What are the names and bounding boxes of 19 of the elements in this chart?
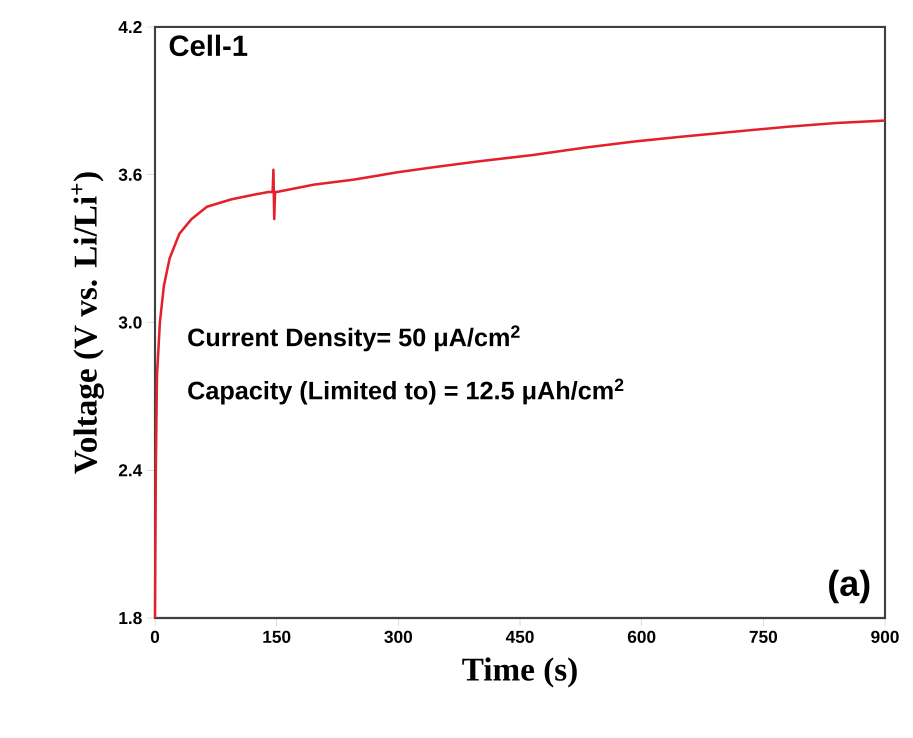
y-axis-title: Voltage (V vs. Li/Li$^{+}$) [71,172,104,474]
chart-title: Cell-1 [170,34,248,56]
x-tick-label: 750 [750,630,778,643]
annotation: Capacity (Limited to) = 12.5 μAh/cm$^{2}$ [188,378,624,405]
x-tick-label: 0 [150,630,160,643]
x-tick-label: 600 [628,630,656,643]
x-tick-label: 150 [263,630,290,643]
line-series [154,119,886,620]
annotation: (a) [829,570,870,604]
y-tick-label: 3.6 [118,168,142,181]
x-tick-label: 450 [506,630,534,643]
x-tick-label: 300 [384,630,412,643]
annotation: Current Density= 50 μA/cm$^{2}$ [188,325,520,352]
y-tick-label: 2.4 [118,464,142,476]
y-tick-label: 1.8 [119,612,142,624]
x-axis-title: Time (s) [462,657,577,688]
y-tick-label: 4.2 [118,20,142,34]
x-tick-label: 900 [871,630,899,643]
y-tick-label: 3.0 [118,316,142,329]
